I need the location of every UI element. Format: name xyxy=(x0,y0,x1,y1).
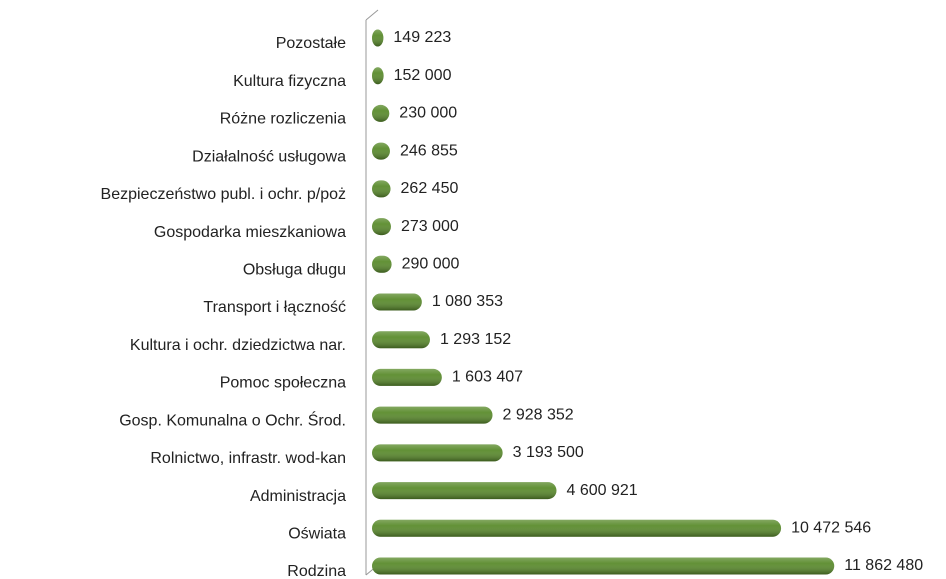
value-label: 11 862 480 xyxy=(844,557,923,574)
y-tick-label: Kultura i ochr. dziedzictwa nar. xyxy=(130,337,346,354)
y-tick-label: Pozostałe xyxy=(276,35,346,52)
value-label: 149 223 xyxy=(393,29,451,46)
value-label: 1 080 353 xyxy=(432,293,503,310)
value-label: 290 000 xyxy=(402,256,460,273)
bar xyxy=(372,519,782,537)
value-label: 1 293 152 xyxy=(440,331,511,348)
bar xyxy=(372,368,442,386)
y-tick-label: Administracja xyxy=(250,488,346,505)
value-label: 1 603 407 xyxy=(452,369,523,386)
bar xyxy=(372,218,391,236)
bar xyxy=(372,255,392,273)
y-tick-label: Gosp. Komunalna o Ochr. Środ. xyxy=(119,410,346,429)
bar xyxy=(372,142,390,160)
value-label: 152 000 xyxy=(394,67,452,84)
bar xyxy=(372,557,835,575)
y-tick-label: Bezpieczeństwo publ. i ochr. p/poż xyxy=(101,186,346,203)
bar xyxy=(372,482,557,500)
value-label: 230 000 xyxy=(399,105,457,122)
bar xyxy=(372,29,384,47)
value-label: 2 928 352 xyxy=(503,406,574,423)
bar xyxy=(372,331,430,349)
bar xyxy=(372,406,493,424)
y-tick-label: Obsługa długu xyxy=(243,262,346,279)
y-tick-label: Różne rozliczenia xyxy=(220,111,346,128)
bar xyxy=(372,444,503,462)
value-label: 262 450 xyxy=(401,180,459,197)
bar xyxy=(372,293,422,311)
value-label: 3 193 500 xyxy=(513,444,584,461)
y-tick-label: Kultura fizyczna xyxy=(233,73,346,90)
y-tick-label: Gospodarka mieszkaniowa xyxy=(154,224,346,241)
y-tick-label: Rolnictwo, infrastr. wod-kan xyxy=(150,450,346,467)
y-tick-label: Transport i łączność xyxy=(203,299,346,316)
bar xyxy=(372,180,391,198)
value-label: 246 855 xyxy=(400,142,458,159)
value-label: 4 600 921 xyxy=(566,482,637,499)
bar xyxy=(372,104,390,122)
y-tick-label: Działalność usługowa xyxy=(192,148,346,165)
axis-depth xyxy=(365,9,379,21)
y-tick-label: Oświata xyxy=(288,526,346,543)
value-label: 10 472 546 xyxy=(791,520,871,537)
y-tick-label: Pomoc społeczna xyxy=(220,375,346,392)
y-tick-label: Rodzina xyxy=(287,563,346,579)
bar xyxy=(372,67,384,85)
value-label: 273 000 xyxy=(401,218,459,235)
